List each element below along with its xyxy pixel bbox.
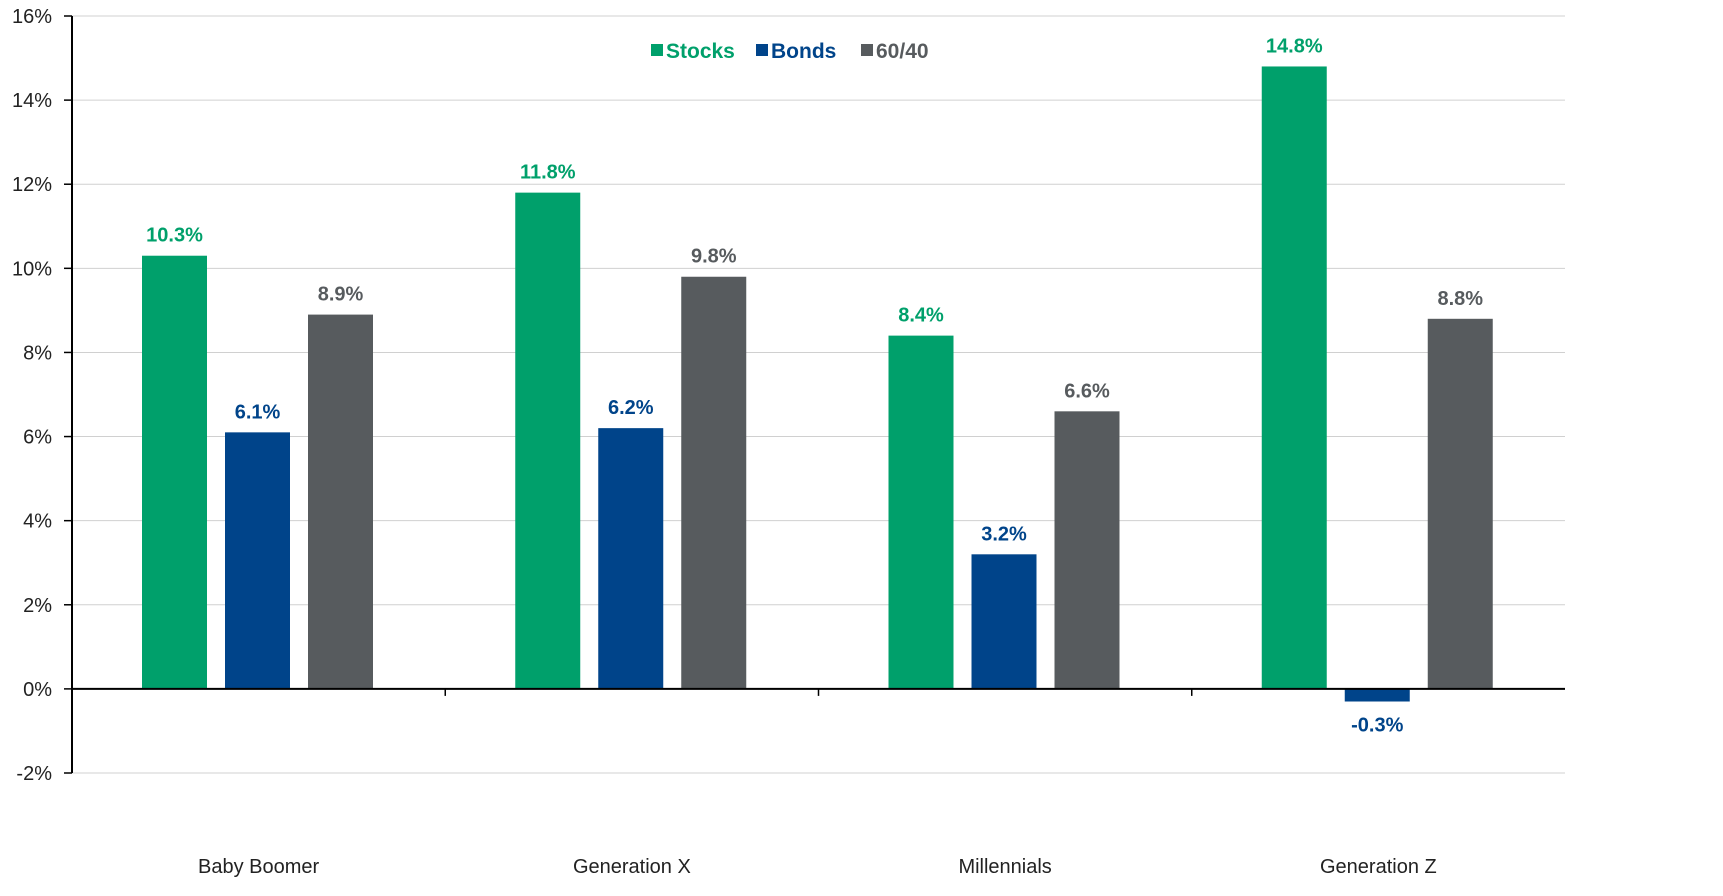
bar-bonds-generation-x xyxy=(598,428,664,689)
legend-swatch xyxy=(651,44,663,56)
bar-60-40-baby-boomer xyxy=(308,314,373,689)
bar-bonds-generation-z xyxy=(1344,688,1410,702)
data-label: 6.6% xyxy=(1064,380,1110,402)
bars xyxy=(142,66,1493,702)
data-label: 8.8% xyxy=(1437,288,1483,310)
legend-item: Stocks xyxy=(651,40,735,63)
bar-stocks-millennials xyxy=(888,335,954,689)
legend-swatch xyxy=(756,44,768,56)
data-label: -0.3% xyxy=(1351,715,1403,737)
data-label: 8.4% xyxy=(898,305,944,327)
bar-60-40-millennials xyxy=(1054,411,1120,689)
axes xyxy=(64,15,1565,774)
data-label: 8.9% xyxy=(318,284,364,306)
legend-label: Stocks xyxy=(666,40,735,63)
bar-stocks-generation-x xyxy=(515,192,581,689)
data-label: 11.8% xyxy=(520,162,576,184)
legend: Stocks Bonds 60/40 xyxy=(651,40,929,63)
x-category-label: Generation Z xyxy=(1320,856,1437,878)
y-tick-label: 12% xyxy=(12,174,52,196)
data-label: 9.8% xyxy=(691,246,737,268)
data-label: 14.8% xyxy=(1266,35,1323,57)
y-tick-label: 10% xyxy=(12,258,52,280)
bar-60-40-generation-x xyxy=(681,276,747,689)
bar-stocks-generation-z xyxy=(1261,66,1327,689)
y-tick-label: 2% xyxy=(23,595,52,617)
legend-label: 60/40 xyxy=(876,40,929,63)
y-tick-label: 6% xyxy=(23,427,52,449)
data-label: 6.1% xyxy=(235,401,281,423)
y-tick-label: 8% xyxy=(23,342,52,364)
y-tick-label: -2% xyxy=(16,763,52,785)
bar-bonds-millennials xyxy=(971,554,1037,689)
bar-stocks-baby-boomer xyxy=(142,255,207,689)
bar-60-40-generation-z xyxy=(1427,318,1493,689)
y-tick-label: 16% xyxy=(12,6,52,28)
y-tick-label: 4% xyxy=(23,511,52,533)
x-category-label: Baby Boomer xyxy=(198,856,320,878)
y-tick-label: 14% xyxy=(12,90,52,112)
legend-swatch xyxy=(861,44,873,56)
bar-bonds-baby-boomer xyxy=(225,432,290,689)
gridlines xyxy=(72,15,1565,774)
labels: -2% 0% 2% 4% 6% 8% 10% 12% 14% 16% 10.3% 11.8% 8.4% 1… xyxy=(12,6,1483,878)
x-category-label: Generation X xyxy=(573,856,691,878)
data-label: 6.2% xyxy=(608,397,654,419)
data-label: 10.3% xyxy=(146,225,203,247)
y-tick-label: 0% xyxy=(23,679,52,701)
legend-label: Bonds xyxy=(771,40,836,63)
x-category-label: Millennials xyxy=(958,856,1051,878)
legend-item: Bonds xyxy=(756,40,836,63)
data-label: 3.2% xyxy=(981,523,1027,545)
legend-item: 60/40 xyxy=(861,40,929,63)
